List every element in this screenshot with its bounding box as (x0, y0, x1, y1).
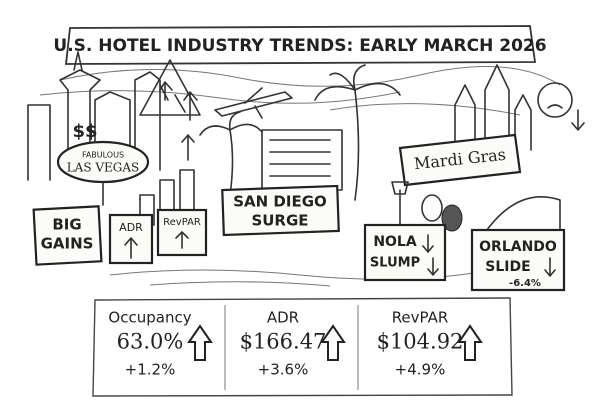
adr-arrow (124, 237, 138, 259)
up-arrow (187, 324, 213, 361)
orlando-1: ORLANDO (479, 239, 557, 255)
metric-label: Occupancy (108, 309, 191, 327)
orlando-3: -6.4% (509, 278, 541, 289)
dollar-icon: $$ (72, 121, 97, 142)
metric-change: +1.2% (125, 361, 176, 379)
san-diego-sign (221, 184, 340, 237)
vegas-sign-main: LAS VEGAS (67, 161, 140, 175)
mardi-gras-banner (398, 133, 522, 187)
metric-change: +4.9% (395, 361, 446, 379)
big-gains-sign (32, 205, 103, 266)
vegas-sign-top: FABULOUS (82, 151, 124, 160)
metrics: Occupancy 63.0% +1.2% ADR $166.47 +3.6% RevPAR… (108, 309, 483, 379)
big-gains-1: BIG (52, 216, 81, 234)
orlando-arrow (544, 257, 556, 277)
mask-sad (441, 204, 463, 232)
castle (454, 64, 532, 151)
nola-2: SLUMP (370, 256, 420, 271)
metric-value: 63.0% (117, 330, 184, 354)
orlando-2: SLIDE (485, 259, 530, 275)
nola-sign (363, 223, 447, 282)
mask-happy (421, 194, 443, 222)
airplane (214, 87, 293, 119)
revpar-arrow (175, 231, 189, 249)
orlando-sign (470, 228, 566, 292)
revpar-sign-text: RevPAR (163, 217, 201, 228)
sun-arrow (571, 109, 585, 131)
up-arrow (320, 324, 346, 361)
title: U.S. HOTEL INDUSTRY TRENDS: EARLY MARCH … (53, 36, 546, 56)
up-arrow (457, 324, 483, 361)
big-gains-2: GAINS (41, 235, 94, 253)
metric-label: ADR (267, 309, 299, 327)
san-diego-1: SAN DIEGO (233, 193, 327, 211)
metric-value: $166.47 (240, 330, 327, 354)
metric-change: +3.6% (258, 361, 309, 379)
metric-label: RevPAR (392, 309, 449, 327)
metric-value: $104.92 (377, 330, 464, 354)
san-diego-2: SURGE (251, 212, 308, 230)
nola-1: NOLA (373, 234, 417, 250)
sun (537, 82, 573, 118)
sun-frown (547, 104, 563, 109)
vegas-skyline (27, 51, 201, 181)
title-banner (64, 25, 537, 65)
metrics-panel (92, 297, 513, 397)
nola-arrows (422, 234, 439, 276)
adr-sign-text: ADR (119, 221, 143, 234)
bridge-arch (479, 196, 561, 241)
